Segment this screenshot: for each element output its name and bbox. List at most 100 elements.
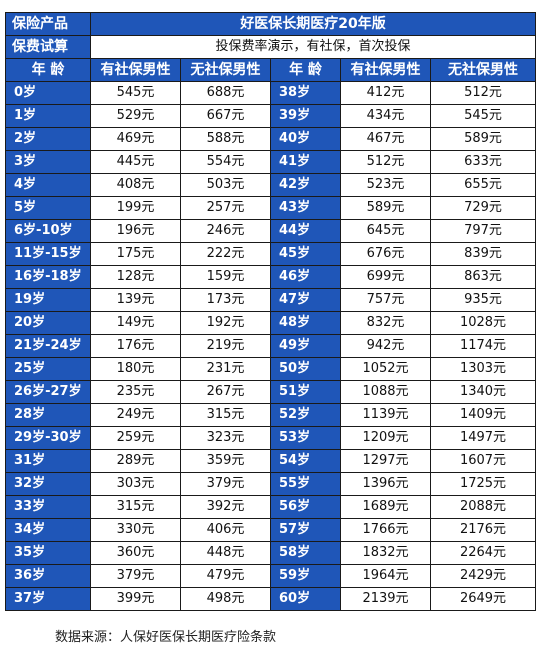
with-social-cell: 1964元 <box>340 564 431 588</box>
without-social-cell: 257元 <box>180 196 271 220</box>
age-cell: 47岁 <box>270 288 341 312</box>
table-row: 34岁 330元 406元 57岁 1766元 2176元 <box>5 518 536 542</box>
col-header-without-social-right: 无社保男性 <box>430 58 536 82</box>
table-row: 19岁 139元 173元 47岁 757元 935元 <box>5 288 536 312</box>
with-social-cell: 529元 <box>90 104 181 128</box>
without-social-cell: 512元 <box>430 81 536 105</box>
age-cell: 11岁-15岁 <box>5 242 91 266</box>
without-social-cell: 173元 <box>180 288 271 312</box>
without-social-cell: 1497元 <box>430 426 536 450</box>
table-row: 16岁-18岁 128元 159元 46岁 699元 863元 <box>5 265 536 289</box>
age-cell: 51岁 <box>270 380 341 404</box>
age-cell: 33岁 <box>5 495 91 519</box>
table-row: 4岁 408元 503元 42岁 523元 655元 <box>5 173 536 197</box>
with-social-cell: 545元 <box>90 81 181 105</box>
column-header-row: 年 龄 有社保男性 无社保男性 年 龄 有社保男性 无社保男性 <box>5 58 536 82</box>
without-social-cell: 588元 <box>180 127 271 151</box>
col-header-age-right: 年 龄 <box>270 58 341 82</box>
without-social-cell: 797元 <box>430 219 536 243</box>
age-cell: 36岁 <box>5 564 91 588</box>
age-cell: 38岁 <box>270 81 341 105</box>
age-cell: 40岁 <box>270 127 341 151</box>
with-social-cell: 303元 <box>90 472 181 496</box>
table-row: 28岁 249元 315元 52岁 1139元 1409元 <box>5 403 536 427</box>
without-social-cell: 246元 <box>180 219 271 243</box>
with-social-cell: 942元 <box>340 334 431 358</box>
without-social-cell: 2649元 <box>430 587 536 611</box>
age-cell: 34岁 <box>5 518 91 542</box>
col-header-without-social-left: 无社保男性 <box>180 58 271 82</box>
without-social-cell: 1340元 <box>430 380 536 404</box>
age-cell: 46岁 <box>270 265 341 289</box>
with-social-cell: 128元 <box>90 265 181 289</box>
age-cell: 1岁 <box>5 104 91 128</box>
without-social-cell: 192元 <box>180 311 271 335</box>
without-social-cell: 2176元 <box>430 518 536 542</box>
age-cell: 56岁 <box>270 495 341 519</box>
col-header-with-social-right: 有社保男性 <box>340 58 431 82</box>
age-cell: 31岁 <box>5 449 91 473</box>
with-social-cell: 259元 <box>90 426 181 450</box>
with-social-cell: 315元 <box>90 495 181 519</box>
age-cell: 19岁 <box>5 288 91 312</box>
with-social-cell: 1297元 <box>340 449 431 473</box>
table-row: 2岁 469元 588元 40岁 467元 589元 <box>5 127 536 151</box>
without-social-cell: 267元 <box>180 380 271 404</box>
table-row: 31岁 289元 359元 54岁 1297元 1607元 <box>5 449 536 473</box>
with-social-cell: 196元 <box>90 219 181 243</box>
premium-table: 保险产品 好医保长期医疗20年版 保费试算 投保费率演示，有社保，首次投保 年 … <box>5 12 536 611</box>
with-social-cell: 589元 <box>340 196 431 220</box>
with-social-cell: 1766元 <box>340 518 431 542</box>
age-cell: 29岁-30岁 <box>5 426 91 450</box>
age-cell: 59岁 <box>270 564 341 588</box>
without-social-cell: 2088元 <box>430 495 536 519</box>
without-social-cell: 406元 <box>180 518 271 542</box>
with-social-cell: 467元 <box>340 127 431 151</box>
product-name: 好医保长期医疗20年版 <box>90 12 536 36</box>
without-social-cell: 219元 <box>180 334 271 358</box>
with-social-cell: 512元 <box>340 150 431 174</box>
without-social-cell: 222元 <box>180 242 271 266</box>
with-social-cell: 139元 <box>90 288 181 312</box>
without-social-cell: 1409元 <box>430 403 536 427</box>
without-social-cell: 392元 <box>180 495 271 519</box>
table-row: 36岁 379元 479元 59岁 1964元 2429元 <box>5 564 536 588</box>
table-row: 29岁-30岁 259元 323元 53岁 1209元 1497元 <box>5 426 536 450</box>
data-source-note: 数据来源：人保好医保长期医疗险条款 <box>55 630 277 645</box>
with-social-cell: 149元 <box>90 311 181 335</box>
age-cell: 35岁 <box>5 541 91 565</box>
age-cell: 45岁 <box>270 242 341 266</box>
with-social-cell: 199元 <box>90 196 181 220</box>
without-social-cell: 359元 <box>180 449 271 473</box>
age-cell: 43岁 <box>270 196 341 220</box>
with-social-cell: 757元 <box>340 288 431 312</box>
with-social-cell: 379元 <box>90 564 181 588</box>
without-social-cell: 503元 <box>180 173 271 197</box>
without-social-cell: 448元 <box>180 541 271 565</box>
product-label: 保险产品 <box>5 12 91 36</box>
without-social-cell: 554元 <box>180 150 271 174</box>
without-social-cell: 379元 <box>180 472 271 496</box>
table-row: 11岁-15岁 175元 222元 45岁 676元 839元 <box>5 242 536 266</box>
without-social-cell: 2429元 <box>430 564 536 588</box>
age-cell: 0岁 <box>5 81 91 105</box>
table-row: 26岁-27岁 235元 267元 51岁 1088元 1340元 <box>5 380 536 404</box>
with-social-cell: 1088元 <box>340 380 431 404</box>
with-social-cell: 445元 <box>90 150 181 174</box>
without-social-cell: 545元 <box>430 104 536 128</box>
age-cell: 20岁 <box>5 311 91 335</box>
age-cell: 25岁 <box>5 357 91 381</box>
without-social-cell: 863元 <box>430 265 536 289</box>
table-row: 6岁-10岁 196元 246元 44岁 645元 797元 <box>5 219 536 243</box>
col-header-age-left: 年 龄 <box>5 58 91 82</box>
with-social-cell: 1209元 <box>340 426 431 450</box>
without-social-cell: 633元 <box>430 150 536 174</box>
without-social-cell: 323元 <box>180 426 271 450</box>
table-row: 21岁-24岁 176元 219元 49岁 942元 1174元 <box>5 334 536 358</box>
with-social-cell: 832元 <box>340 311 431 335</box>
table-row: 35岁 360元 448元 58岁 1832元 2264元 <box>5 541 536 565</box>
without-social-cell: 479元 <box>180 564 271 588</box>
without-social-cell: 589元 <box>430 127 536 151</box>
with-social-cell: 412元 <box>340 81 431 105</box>
with-social-cell: 399元 <box>90 587 181 611</box>
